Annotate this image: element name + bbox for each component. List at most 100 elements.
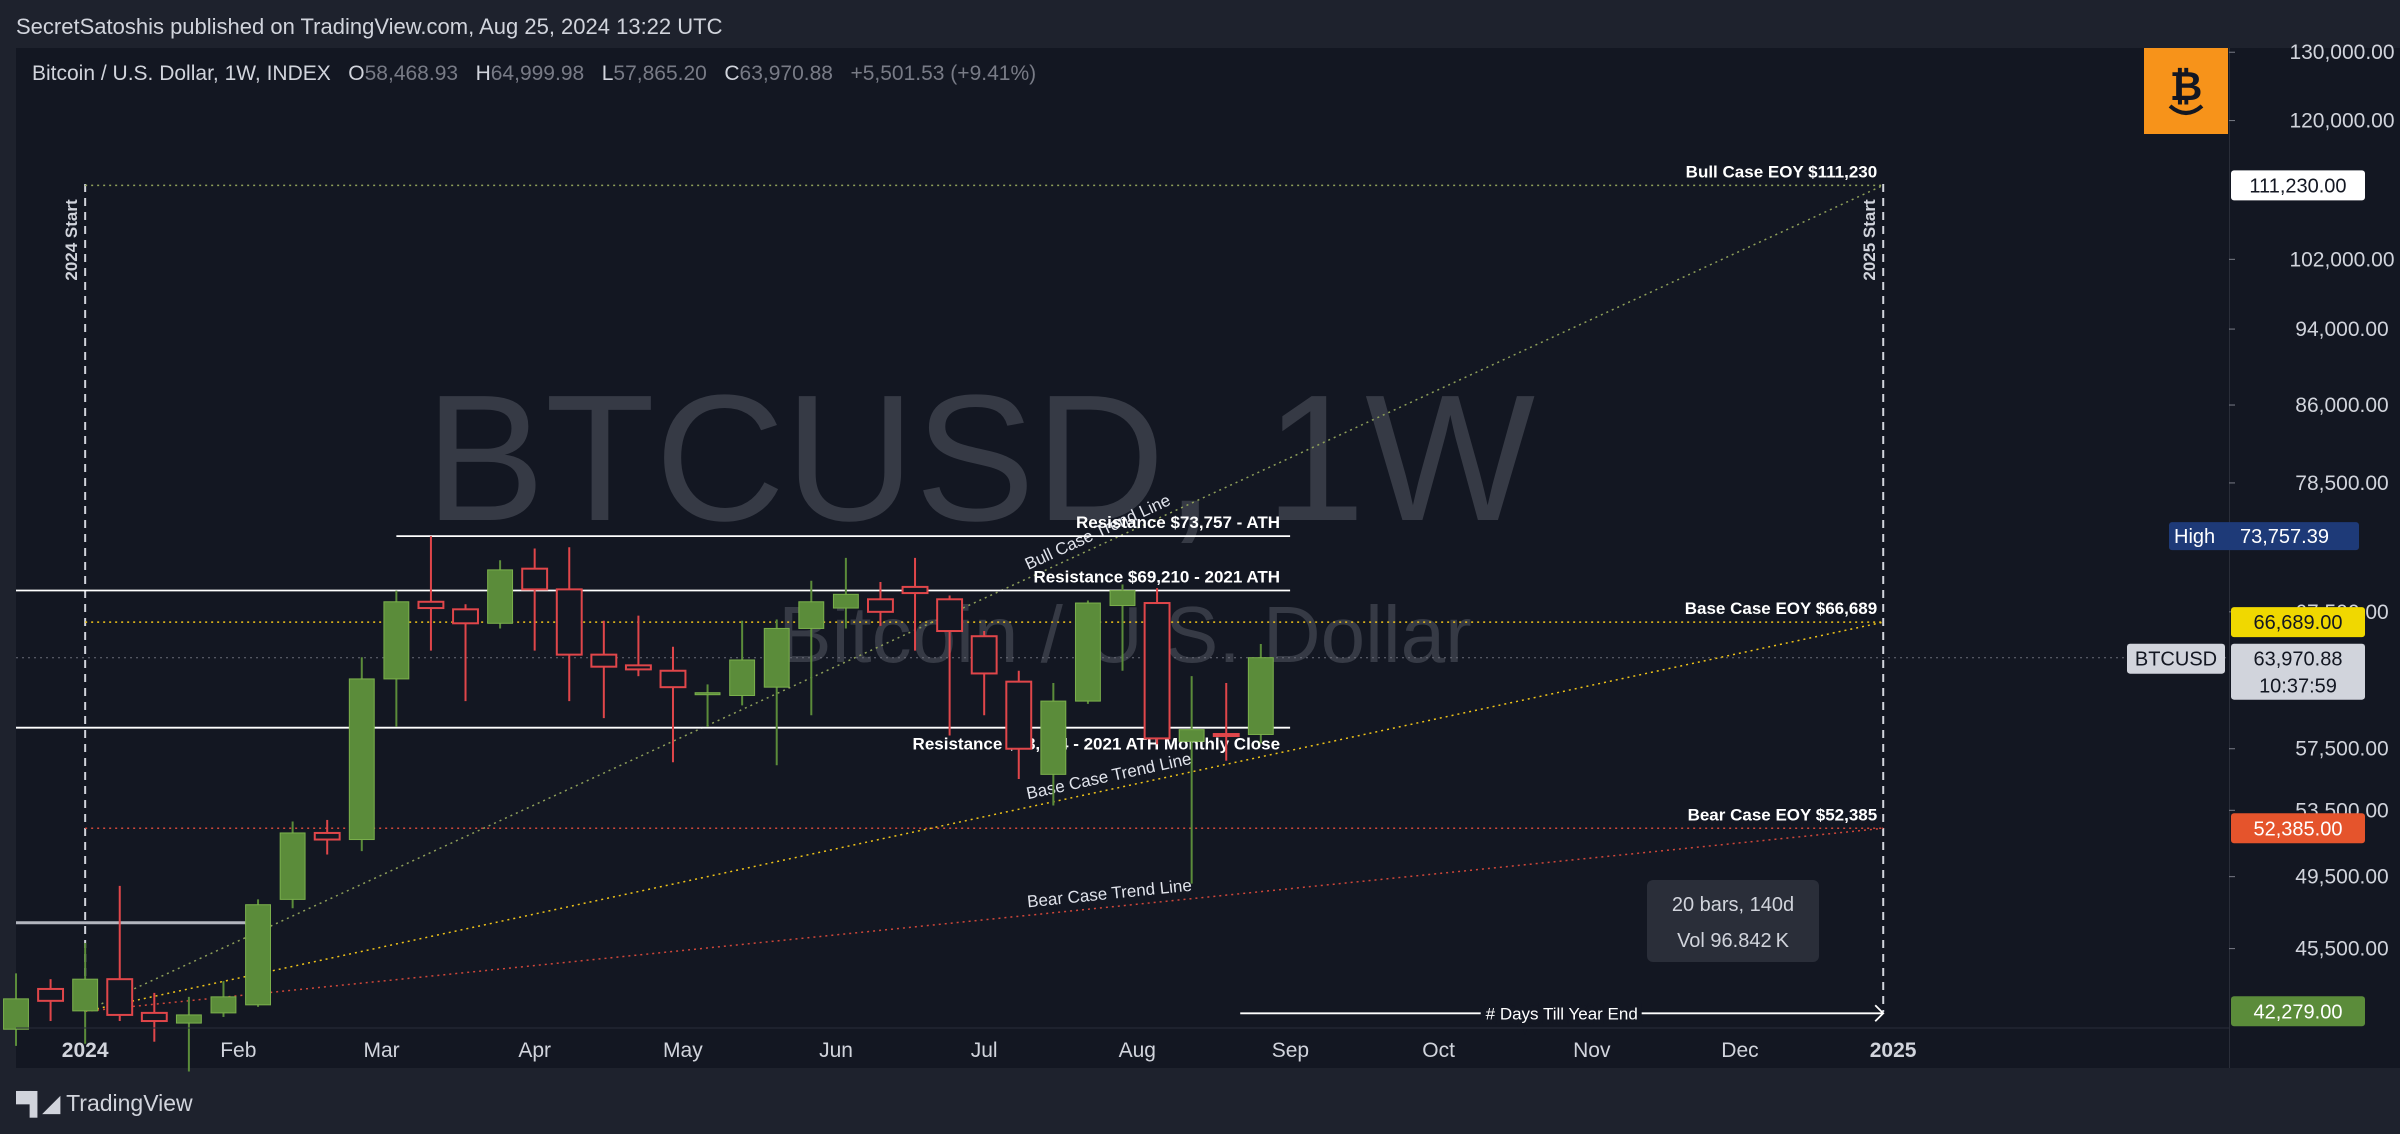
open-value: 58,468.93 <box>364 62 459 85</box>
candle-body <box>624 664 652 671</box>
low-price-badge-text: 42,279.00 <box>2254 1001 2343 1023</box>
y-tick-label: 45,500.00 <box>2295 938 2388 961</box>
change-value: +5,501.53 (+9.41%) <box>850 62 1037 85</box>
bitcoin-logo: ₿ <box>2144 48 2228 134</box>
footer-bar <box>0 1068 2400 1134</box>
price-axis[interactable] <box>2229 48 2400 1068</box>
high-badge <box>2169 522 2359 551</box>
x-tick-label: Nov <box>1573 1039 1611 1062</box>
candle-body <box>590 653 618 668</box>
candle-body <box>1005 680 1033 750</box>
candle-body <box>106 978 134 1016</box>
resistance-label: Resistance $73,757 - ATH <box>1076 513 1280 532</box>
close-label: C <box>724 62 740 85</box>
y-tick-label: 130,000.00 <box>2289 41 2394 64</box>
candle-body <box>72 978 99 1012</box>
candle-body <box>1109 590 1136 607</box>
low-value: 57,865.20 <box>613 62 707 85</box>
candle-body <box>1247 657 1274 735</box>
chart-pane[interactable] <box>16 48 2229 1068</box>
candle-body <box>313 831 341 841</box>
candle-body <box>970 635 998 675</box>
high-badge-label: High <box>2174 526 2215 548</box>
high-label: H <box>475 62 491 85</box>
y-tick-label: 86,000.00 <box>2295 394 2388 417</box>
candle-body <box>798 601 825 629</box>
candle-body <box>659 669 687 689</box>
candle-body <box>1040 700 1067 775</box>
published-text: SecretSatoshis published on TradingView.… <box>16 14 723 39</box>
candle-body <box>1178 729 1205 742</box>
x-tick-label: Aug <box>1119 1039 1156 1062</box>
publisher-bar: SecretSatoshis published on TradingView.… <box>0 0 2400 48</box>
ohlc-legend: Bitcoin / U.S. Dollar, 1W, INDEX O58,468… <box>32 62 1036 86</box>
candle-body <box>555 588 583 656</box>
candle-body <box>832 593 859 609</box>
x-tick-label: 2025 <box>1870 1039 1917 1062</box>
low-label: L <box>601 62 614 85</box>
high-value: 64,999.98 <box>490 62 585 85</box>
candle-body <box>210 996 237 1014</box>
x-tick-label: Jul <box>971 1039 998 1062</box>
x-tick-label: Apr <box>518 1039 551 1062</box>
y-tick-label: 57,500.00 <box>2295 738 2388 761</box>
candle-body <box>452 608 479 625</box>
candle-body <box>3 998 29 1030</box>
x-tick-label: 2024 <box>62 1039 109 1062</box>
x-tick-label: Oct <box>1422 1039 1455 1062</box>
candle-body <box>521 567 549 591</box>
bear-target-badge-text: 52,385.00 <box>2254 818 2343 840</box>
last-price-text: 63,970.88 <box>2254 649 2343 671</box>
trend-line <box>84 621 1884 1013</box>
y-tick-label: 120,000.00 <box>2289 110 2394 133</box>
target-label: Bear Case EOY $52,385 <box>1688 805 1878 824</box>
x-tick-label: Sep <box>1272 1039 1309 1062</box>
candle-body <box>763 627 790 688</box>
measure-vol-text: Vol 96.842 K <box>1677 930 1790 952</box>
measure-bars-text: 20 bars, 140d <box>1672 894 1794 916</box>
candle-body <box>487 569 514 624</box>
tradingview-brand[interactable]: ▀▌◢ TradingView <box>16 1090 193 1117</box>
x-tick-label: Jun <box>819 1039 853 1062</box>
measure-arrow-icon <box>1874 1004 1885 1022</box>
tradingview-logo-icon: ▀▌◢ <box>16 1090 60 1116</box>
candle-body <box>175 1014 202 1024</box>
bull-target-badge <box>2231 170 2365 201</box>
bear-target-badge <box>2231 813 2365 844</box>
y-tick-label: 78,500.00 <box>2295 472 2388 495</box>
candle-body <box>901 585 929 595</box>
y-tick-label: 102,000.00 <box>2289 248 2394 271</box>
symbol-title[interactable]: Bitcoin / U.S. Dollar, 1W, INDEX <box>32 62 331 85</box>
y-tick-label: 49,500.00 <box>2295 866 2388 889</box>
measure-label: # Days Till Year End <box>1486 1004 1638 1023</box>
close-value: 63,970.88 <box>739 62 833 85</box>
svg-text:₿: ₿ <box>2170 64 2203 110</box>
watermark-title: BTCUSD, 1W <box>425 358 1535 559</box>
open-label: O <box>348 62 365 85</box>
candle-body <box>348 678 375 841</box>
vertical-marker-label: 2025 Start <box>1860 199 1879 281</box>
candle-body <box>383 601 410 680</box>
candle-body <box>694 692 721 696</box>
trend-line-label: Bear Case Trend Line <box>1026 876 1192 912</box>
symbol-badge-text: BTCUSD <box>2135 649 2217 671</box>
candle-body <box>140 1011 168 1023</box>
x-tick-label: Mar <box>363 1039 399 1062</box>
low-price-badge <box>2231 996 2365 1027</box>
target-label: Bull Case EOY $111,230 <box>1686 162 1878 181</box>
countdown-text: 10:37:59 <box>2259 676 2337 698</box>
bitcoin-smiley-icon: ₿ <box>2168 64 2204 115</box>
trend-line <box>85 827 1884 1013</box>
base-target-badge <box>2231 607 2365 638</box>
x-tick-label: May <box>663 1039 703 1062</box>
symbol-badge <box>2127 643 2225 674</box>
candle-body <box>245 904 271 1006</box>
candle-body <box>279 832 306 900</box>
base-target-badge-text: 66,689.00 <box>2254 612 2343 634</box>
candle-body <box>1143 602 1171 740</box>
x-tick-label: Feb <box>220 1039 256 1062</box>
vertical-marker-label: 2024 Start <box>62 199 81 281</box>
candle-body <box>37 987 65 1002</box>
high-badge-value: 73,757.39 <box>2240 526 2329 548</box>
